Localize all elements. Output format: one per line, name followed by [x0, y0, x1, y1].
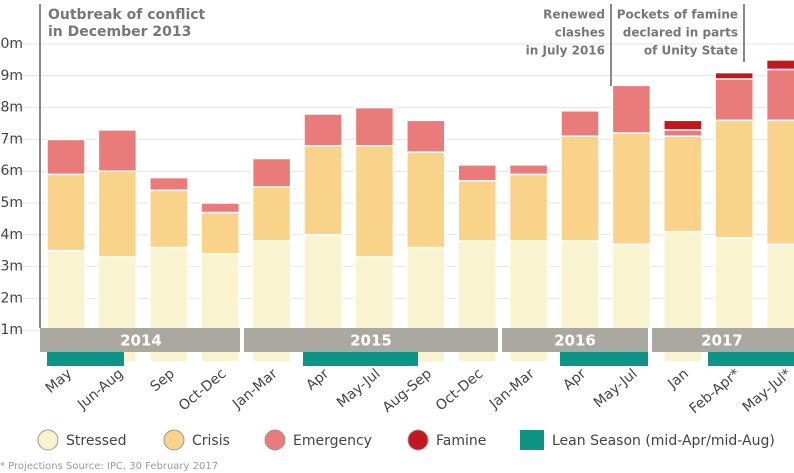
bar-segment: [765, 68, 794, 122]
x-tick-label: Feb-Apr*: [687, 366, 744, 417]
bar-segment: [714, 119, 754, 239]
bar-segment: [303, 145, 343, 236]
x-tick-label: Aug-Sep: [380, 366, 435, 416]
bar-segment: [457, 179, 497, 242]
lean-season-bar: [708, 352, 794, 366]
x-tick-label: Jan-Mar: [229, 366, 281, 413]
legend-swatch: [407, 429, 429, 451]
year-label: 2017: [701, 332, 743, 350]
annotation: clashes: [555, 26, 605, 40]
bar-segment: [97, 170, 138, 258]
legend-swatch: [520, 430, 544, 450]
bar-segment: [251, 186, 292, 242]
legend-swatch: [37, 429, 59, 451]
bar-segment: [149, 176, 189, 192]
legend-label: Lean Season (mid-Apr/mid-Aug): [552, 433, 775, 449]
legend: Stressed Crisis Emergency Famine Lean Season…: [37, 429, 775, 451]
y-tick-label: 7m: [0, 131, 23, 147]
legend-label: Stressed: [66, 433, 127, 449]
bar-segment: [200, 211, 240, 255]
legend-label: Emergency: [293, 433, 372, 449]
y-tick-label: 2m: [0, 290, 23, 306]
annotation: in July 2016: [526, 44, 605, 58]
x-tick-label: May-Jul: [591, 366, 641, 411]
year-band: [40, 328, 794, 352]
lean-season-bar: [560, 352, 648, 366]
x-tick-label: Apr: [303, 366, 332, 394]
legend-swatch: [264, 429, 286, 451]
year-label: 2014: [120, 332, 162, 350]
y-tick-label: 3m: [0, 259, 23, 275]
x-tick-label: Oct-Dec: [433, 366, 486, 414]
bar-segment: [508, 164, 549, 176]
lean-season: [47, 352, 794, 366]
bar-segment: [508, 173, 549, 242]
footnote: * Projections Source: IPC, 30 February 2…: [0, 461, 218, 472]
bar-segment: [663, 135, 703, 233]
x-tick-label: Jan: [664, 366, 692, 393]
x-tick-label: Jun-Aug: [74, 366, 126, 414]
bars: [46, 59, 794, 363]
bar-segment: [303, 113, 343, 147]
y-tick-label: 10m: [0, 36, 23, 52]
y-tick-label: 6m: [0, 163, 23, 179]
bar-segment: [406, 151, 446, 249]
bar-segment: [560, 135, 600, 242]
legend-swatch: [163, 429, 185, 451]
bar-segment: [46, 138, 86, 176]
lean-season-bar: [47, 352, 124, 366]
year-label: 2016: [554, 332, 596, 350]
bar-segment: [46, 173, 86, 252]
x-tick-label: May: [43, 366, 75, 397]
bar-segment: [611, 132, 652, 246]
x-tick-label: Oct-Dec: [176, 366, 229, 414]
x-tick-label: Jan-Mar: [486, 366, 538, 413]
bar-segment: [149, 189, 189, 249]
bar-segment: [354, 145, 395, 258]
bar-segment: [97, 129, 138, 172]
annotation: Outbreak of conflict: [48, 7, 206, 23]
x-tick-label: May-Jul*: [740, 366, 794, 416]
bar-segment: [354, 106, 395, 147]
bar-segment: [560, 110, 600, 137]
bar-segment: [714, 71, 754, 80]
y-tick-label: 5m: [0, 195, 23, 211]
lean-season-bar: [303, 352, 418, 366]
bar-segment: [663, 129, 703, 137]
x-tick-label: Sep: [147, 366, 178, 395]
x-tick-label: Apr: [560, 366, 589, 394]
bar-segment: [663, 119, 703, 131]
bar-segment: [457, 164, 497, 182]
annotation: of Unity State: [644, 44, 738, 58]
y-tick-label: 9m: [0, 68, 23, 84]
annotation: Renewed: [543, 8, 605, 22]
legend-label: Famine: [436, 433, 486, 449]
y-tick-label: 4m: [0, 227, 23, 243]
bar-segment: [611, 84, 652, 134]
y-tick-label: 8m: [0, 100, 23, 116]
bar-segment: [765, 59, 794, 71]
legend-label: Crisis: [192, 433, 230, 449]
bar-segment: [251, 157, 292, 188]
bar-segment: [765, 119, 794, 246]
bar-segment: [200, 202, 240, 214]
x-tick-label: May-Jul: [334, 366, 384, 411]
bar-segment: [406, 119, 446, 153]
annotation: declared in parts: [623, 26, 738, 40]
y-tick-label: 1m: [0, 322, 23, 338]
annotation: in December 2013: [48, 24, 191, 40]
annotation: Pockets of famine: [617, 8, 738, 22]
year-label: 2015: [350, 332, 392, 350]
bar-segment: [714, 78, 754, 122]
